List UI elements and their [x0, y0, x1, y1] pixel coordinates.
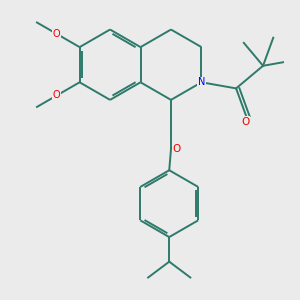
Text: N: N: [198, 77, 205, 87]
Text: O: O: [172, 144, 180, 154]
Text: O: O: [53, 29, 61, 39]
Text: O: O: [53, 91, 61, 100]
Text: O: O: [241, 117, 249, 127]
